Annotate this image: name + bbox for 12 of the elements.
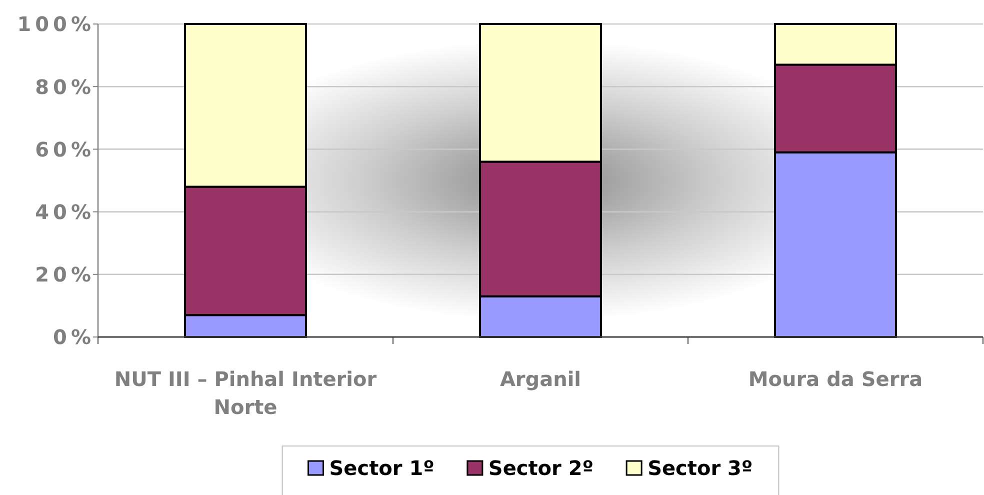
legend-label: Sector 2º [488,456,594,480]
x-tick-label: NUT III – Pinhal Interior Norte [114,367,377,419]
legend-label: Sector 1º [329,456,434,480]
y-tick-label: 20% [35,262,95,287]
y-tick-label: 100% [17,12,95,36]
x-tick-label: Arganil [500,367,582,391]
y-tick-label: 80% [35,74,95,99]
legend-label: Sector 3º [648,456,753,480]
y-tick-label: 60% [35,137,95,162]
y-tick-label: 0% [53,325,95,350]
y-tick-label: 40% [35,200,95,224]
x-tick-label: Moura da Serra [748,367,923,391]
